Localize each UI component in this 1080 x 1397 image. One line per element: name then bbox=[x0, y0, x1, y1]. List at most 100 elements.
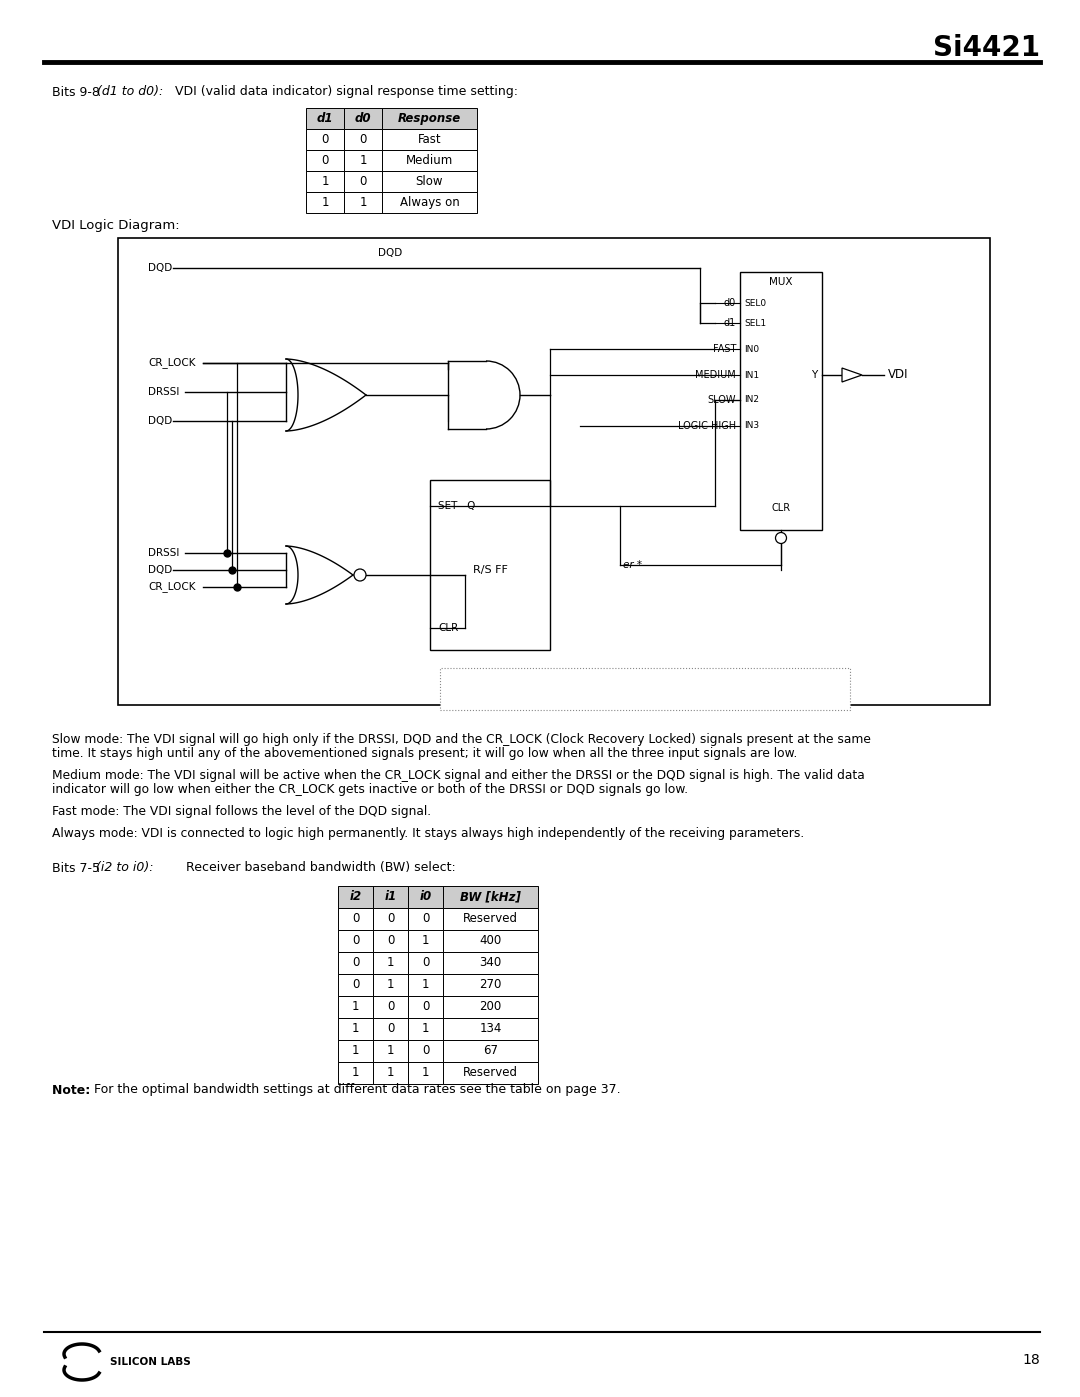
Bar bbox=[443, 1062, 538, 1084]
Text: 1: 1 bbox=[422, 935, 429, 947]
Bar bbox=[306, 170, 345, 191]
Text: Si4421: Si4421 bbox=[933, 34, 1040, 61]
Bar bbox=[306, 129, 345, 149]
Text: 0: 0 bbox=[360, 133, 367, 147]
Bar bbox=[345, 191, 382, 212]
Text: SLOW: SLOW bbox=[707, 395, 735, 405]
Text: Medium: Medium bbox=[406, 154, 454, 168]
Text: Medium mode: The VDI signal will be active when the CR_LOCK signal and either th: Medium mode: The VDI signal will be acti… bbox=[52, 770, 865, 782]
Text: 1: 1 bbox=[352, 1045, 360, 1058]
Text: CLR: CLR bbox=[438, 623, 458, 633]
Text: 1: 1 bbox=[352, 1000, 360, 1013]
Bar bbox=[373, 951, 408, 974]
Circle shape bbox=[775, 532, 786, 543]
Text: 1: 1 bbox=[387, 1045, 394, 1058]
Bar bbox=[443, 1018, 538, 1039]
Text: BW [kHz]: BW [kHz] bbox=[460, 890, 521, 904]
Text: Y: Y bbox=[811, 370, 816, 380]
Text: CLR: CLR bbox=[771, 503, 791, 513]
Text: 1: 1 bbox=[387, 978, 394, 992]
Text: DQD: DQD bbox=[378, 249, 402, 258]
Text: Reserved: Reserved bbox=[463, 912, 518, 925]
Bar bbox=[373, 974, 408, 996]
Bar bbox=[338, 930, 373, 951]
Text: Power Management Command: Power Management Command bbox=[556, 692, 734, 701]
Bar bbox=[338, 974, 373, 996]
Text: 0: 0 bbox=[422, 1000, 429, 1013]
Text: 1: 1 bbox=[321, 196, 328, 210]
Text: DRSSI: DRSSI bbox=[148, 548, 179, 557]
Text: IN3: IN3 bbox=[744, 422, 759, 430]
Bar bbox=[448, 360, 486, 429]
Bar bbox=[430, 481, 550, 650]
Text: SET   Q: SET Q bbox=[438, 502, 475, 511]
Bar bbox=[408, 930, 443, 951]
Text: VDI Logic Diagram:: VDI Logic Diagram: bbox=[52, 218, 179, 232]
Text: indicator will go low when either the CR_LOCK gets inactive or both of the DRSSI: indicator will go low when either the CR… bbox=[52, 784, 688, 796]
Text: Slow mode: The VDI signal will go high only if the DRSSI, DQD and the CR_LOCK (C: Slow mode: The VDI signal will go high o… bbox=[52, 733, 870, 746]
Bar bbox=[306, 108, 345, 129]
Text: 1: 1 bbox=[321, 175, 328, 189]
Bar bbox=[373, 996, 408, 1018]
Bar bbox=[443, 996, 538, 1018]
Text: Bits 7-5: Bits 7-5 bbox=[52, 862, 104, 875]
Text: d0: d0 bbox=[724, 298, 735, 307]
Text: 0: 0 bbox=[352, 935, 360, 947]
Text: IN0: IN0 bbox=[744, 345, 759, 353]
Text: 0: 0 bbox=[422, 957, 429, 970]
Bar bbox=[338, 996, 373, 1018]
Bar bbox=[408, 951, 443, 974]
Text: 1: 1 bbox=[422, 1023, 429, 1035]
Text: 0: 0 bbox=[322, 154, 328, 168]
Text: IN1: IN1 bbox=[744, 370, 759, 380]
Bar bbox=[382, 108, 477, 129]
Text: MUX: MUX bbox=[769, 277, 793, 286]
Bar bbox=[408, 1018, 443, 1039]
Text: 1: 1 bbox=[352, 1066, 360, 1080]
Bar bbox=[408, 996, 443, 1018]
Text: 0: 0 bbox=[422, 912, 429, 925]
Text: 18: 18 bbox=[1023, 1354, 1040, 1368]
Bar bbox=[373, 930, 408, 951]
Bar bbox=[338, 1062, 373, 1084]
Text: Response: Response bbox=[397, 112, 461, 124]
Text: 0: 0 bbox=[352, 957, 360, 970]
Text: Reserved: Reserved bbox=[463, 1066, 518, 1080]
Text: LOGIC HIGH: LOGIC HIGH bbox=[678, 420, 735, 432]
Text: 270: 270 bbox=[480, 978, 502, 992]
Text: 1: 1 bbox=[360, 196, 367, 210]
Text: FAST: FAST bbox=[713, 344, 735, 353]
Text: i1: i1 bbox=[384, 890, 396, 904]
Bar bbox=[443, 930, 538, 951]
Bar bbox=[382, 149, 477, 170]
Text: 134: 134 bbox=[480, 1023, 502, 1035]
Bar bbox=[408, 974, 443, 996]
Text: CR_LOCK: CR_LOCK bbox=[148, 358, 195, 369]
Text: 1: 1 bbox=[387, 1066, 394, 1080]
Bar bbox=[345, 149, 382, 170]
Bar bbox=[338, 908, 373, 930]
Text: Receiver baseband bandwidth (BW) select:: Receiver baseband bandwidth (BW) select: bbox=[158, 862, 456, 875]
Bar bbox=[408, 1062, 443, 1084]
Text: SEL1: SEL1 bbox=[744, 319, 766, 327]
Text: 0: 0 bbox=[387, 912, 394, 925]
Bar bbox=[345, 129, 382, 149]
Text: Slow: Slow bbox=[416, 175, 443, 189]
Text: Note:: Note: bbox=[448, 673, 476, 683]
Text: DQD: DQD bbox=[148, 564, 172, 576]
Text: For the optimal bandwidth settings at different data rates see the table on page: For the optimal bandwidth settings at di… bbox=[90, 1084, 621, 1097]
Text: 340: 340 bbox=[480, 957, 501, 970]
Text: Always on: Always on bbox=[400, 196, 459, 210]
Bar bbox=[373, 1039, 408, 1062]
Text: 0: 0 bbox=[387, 935, 394, 947]
Text: 0: 0 bbox=[352, 912, 360, 925]
Text: 200: 200 bbox=[480, 1000, 501, 1013]
Text: 1: 1 bbox=[352, 1023, 360, 1035]
Text: d1: d1 bbox=[724, 319, 735, 328]
Text: d1: d1 bbox=[316, 112, 334, 124]
Text: d0: d0 bbox=[354, 112, 372, 124]
Bar bbox=[443, 951, 538, 974]
Text: 67: 67 bbox=[483, 1045, 498, 1058]
Text: VDI (valid data indicator) signal response time setting:: VDI (valid data indicator) signal respon… bbox=[159, 85, 518, 99]
Text: 0: 0 bbox=[422, 1045, 429, 1058]
